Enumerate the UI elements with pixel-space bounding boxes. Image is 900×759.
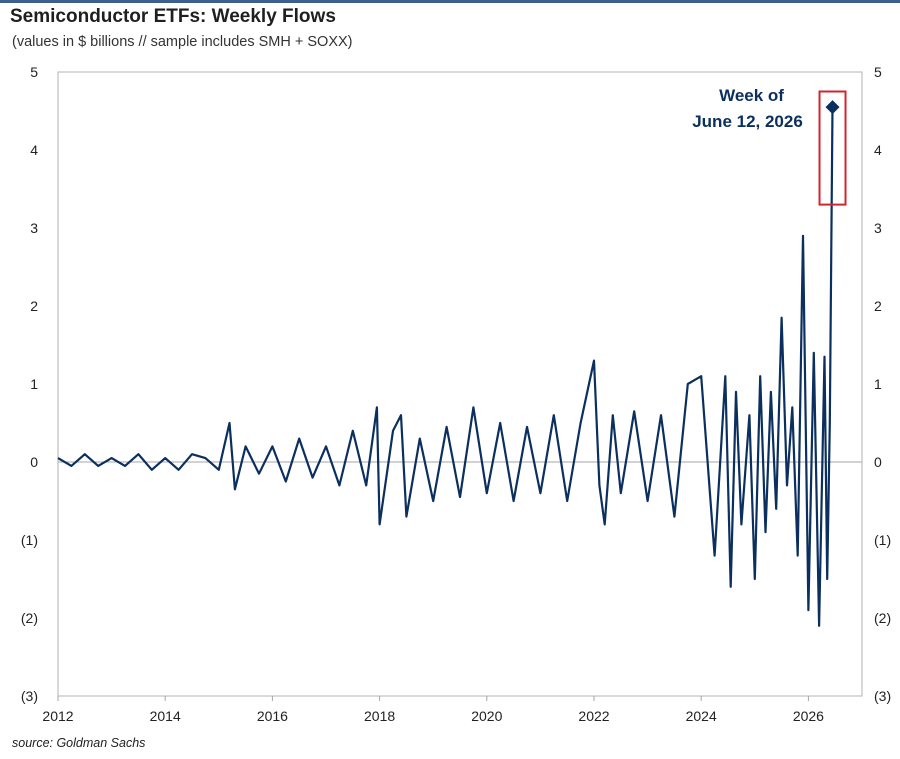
- chart-title: Semiconductor ETFs: Weekly Flows: [10, 6, 336, 27]
- series-line-weekly-flows: [57, 107, 834, 627]
- y-tick-label-left: 1: [30, 376, 38, 392]
- top-rule: [0, 0, 900, 3]
- y-tick-label-left: 0: [30, 454, 38, 470]
- x-tick-label: 2020: [471, 708, 502, 724]
- y-tick-label-right: (3): [874, 688, 891, 704]
- y-tick-label-left: (3): [21, 688, 38, 704]
- y-tick-label-right: 2: [874, 298, 882, 314]
- y-tick-label-left: 4: [30, 142, 38, 158]
- x-tick-label: 2022: [578, 708, 609, 724]
- x-tick-label: 2012: [42, 708, 73, 724]
- y-tick-label-left: 5: [30, 64, 38, 80]
- y-tick-label-left: 3: [30, 220, 38, 236]
- annotation-text-date: June 12, 2026: [692, 112, 803, 131]
- plot-frame: [57, 71, 863, 697]
- y-tick-label-right: 4: [874, 142, 882, 158]
- source-note: source: Goldman Sachs: [12, 736, 146, 750]
- y-tick-label-right: (1): [874, 532, 891, 548]
- y-tick-label-left: (2): [21, 610, 38, 626]
- highlight-box: [818, 90, 847, 206]
- x-tick-label: 2026: [793, 708, 824, 724]
- x-tick-label: 2014: [150, 708, 181, 724]
- y-tick-label-right: 5: [874, 64, 882, 80]
- y-tick-label-right: (2): [874, 610, 891, 626]
- right-y-axis-ticks: 5 4 3 2 1 0 (1) (2) (3): [874, 64, 891, 704]
- left-y-axis-ticks: 5 4 3 2 1 0 (1) (2) (3): [21, 64, 38, 704]
- annotation-text-week-of: Week of: [719, 86, 784, 105]
- y-tick-label-right: 3: [874, 220, 882, 236]
- x-axis-ticks: 2012 2014 2016 2018 2020 2022 2024 2026: [42, 696, 824, 724]
- annotation-diamond-marker: [825, 100, 840, 115]
- y-tick-label-right: 0: [874, 454, 882, 470]
- y-tick-label-right: 1: [874, 376, 882, 392]
- x-tick-label: 2016: [257, 708, 288, 724]
- chart-subtitle: (values in $ billions // sample includes…: [12, 34, 353, 50]
- y-tick-label-left: (1): [21, 532, 38, 548]
- x-tick-label: 2018: [364, 708, 395, 724]
- x-tick-label: 2024: [686, 708, 717, 724]
- y-tick-label-left: 2: [30, 298, 38, 314]
